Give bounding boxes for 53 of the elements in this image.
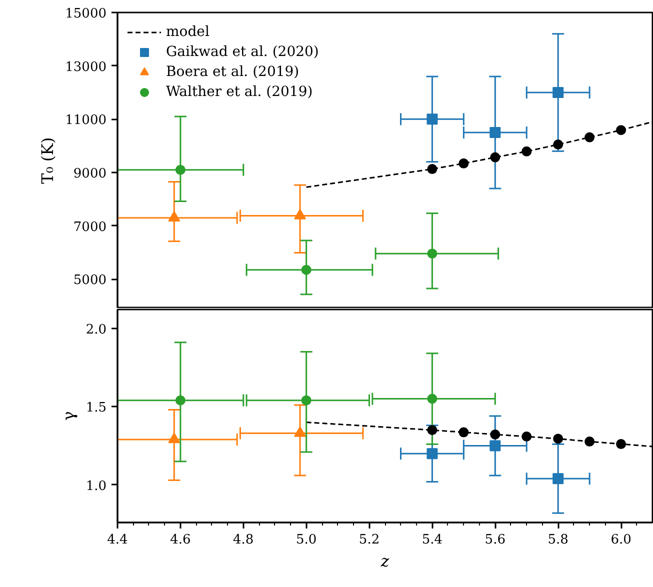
x-tick-label: 6.0 xyxy=(610,532,632,548)
x-tick-label: 5.6 xyxy=(484,532,506,548)
point xyxy=(490,127,501,138)
point xyxy=(426,114,438,125)
y-tick-label: 2.0 xyxy=(86,322,107,338)
point xyxy=(427,248,438,259)
point xyxy=(552,87,564,98)
y-tick-label: 9000 xyxy=(73,166,107,182)
point xyxy=(522,432,532,442)
point xyxy=(427,394,438,404)
x-tick-label: 5.8 xyxy=(548,532,568,548)
x-tick-label: 5.0 xyxy=(296,532,317,548)
y-tick-label: 1.5 xyxy=(86,400,107,416)
y-axis-title: γ xyxy=(58,411,78,421)
point xyxy=(522,146,532,156)
point xyxy=(427,425,438,436)
x-tick-label: 5.4 xyxy=(422,532,443,548)
legend-label: model xyxy=(166,24,210,40)
point xyxy=(301,264,312,275)
legend-label: Gaikwad et al. (2020) xyxy=(166,44,319,60)
point xyxy=(458,427,469,438)
point xyxy=(490,429,500,440)
y-axis-title: T₀ (K) xyxy=(38,137,58,184)
point xyxy=(301,395,312,406)
x-tick-label: 4.6 xyxy=(170,532,191,548)
y-tick-label: 11000 xyxy=(65,113,107,128)
point xyxy=(552,473,564,484)
y-tick-label: 5000 xyxy=(73,273,107,288)
point xyxy=(616,439,626,450)
point xyxy=(584,436,595,447)
point xyxy=(427,164,438,174)
x-axis-title: z xyxy=(380,552,390,570)
point xyxy=(553,434,564,444)
x-tick-label: 5.2 xyxy=(358,532,380,548)
y-tick-label: 7000 xyxy=(73,220,107,235)
legend-label: Boera et al. (2019) xyxy=(166,64,300,80)
point xyxy=(616,125,626,136)
point xyxy=(490,440,501,452)
point xyxy=(553,140,564,150)
point xyxy=(490,152,500,162)
y-tick-label: 13000 xyxy=(65,60,107,75)
point xyxy=(294,208,306,220)
x-tick-label: 4.8 xyxy=(233,532,254,548)
point xyxy=(426,448,438,460)
legend-label: Walther et al. (2019) xyxy=(166,84,313,100)
y-tick-label: 15000 xyxy=(65,6,107,22)
point xyxy=(175,164,186,175)
x-tick-label: 4.4 xyxy=(107,532,128,548)
point xyxy=(175,395,186,406)
point xyxy=(168,210,180,222)
point xyxy=(584,132,595,142)
point xyxy=(458,158,469,168)
y-tick-label: 1.0 xyxy=(86,478,107,494)
